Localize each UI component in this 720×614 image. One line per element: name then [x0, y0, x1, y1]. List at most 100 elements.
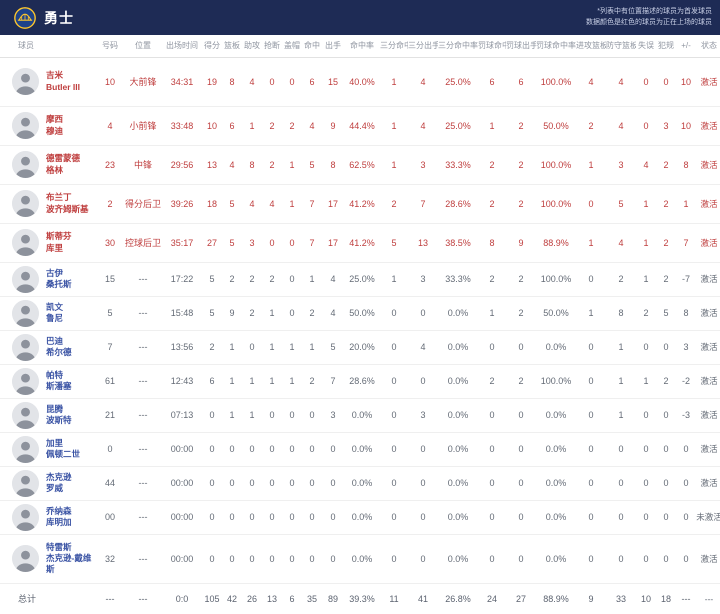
player-row: 杰克逊 罗威 44 --- 00:00 0 0 0 0 0 0 0 0.0% 0 0 0.0% 0 0 0.0% 0 0…: [0, 466, 720, 501]
stat-points: 2: [202, 330, 222, 365]
status-badge: 激活: [696, 466, 720, 501]
stat-steals: 0: [262, 432, 282, 467]
stat-fouls: 2: [656, 145, 676, 185]
player-name[interactable]: 加里 佩顿二世: [46, 437, 81, 459]
totals-ftm: 24: [486, 593, 497, 604]
stat-fta: 0: [506, 534, 536, 584]
stat-tpa: 3: [408, 145, 438, 185]
stat-rebounds: 5: [222, 184, 242, 224]
col-header-steals: 抢断: [262, 35, 282, 58]
player-row: 乔纳森 库明加 00 --- 00:00 0 0 0 0 0 0 0 0.0% 0 0 0.0% 0 0 0.0% 0…: [0, 500, 720, 535]
stat-ft-pct: 100.0%: [536, 184, 576, 224]
stat-turnovers: 0: [636, 466, 656, 501]
stat-turnovers: 1: [636, 262, 656, 297]
col-header-fta: 罚球出手: [506, 35, 536, 58]
jersey-number: 23: [96, 145, 124, 185]
stat-fga: 0: [322, 500, 344, 535]
stat-fg-pct: 0.0%: [344, 432, 380, 467]
stat-fta: 2: [506, 145, 536, 185]
totals-blocks: 6: [289, 593, 295, 604]
player-avatar: [12, 333, 39, 361]
stat-tpm: 0: [380, 466, 408, 501]
player-avatar: [12, 435, 39, 463]
legend-note-line1: *列表中有位置描述的球员为首发球员: [597, 7, 712, 15]
col-header-minutes: 出场时间: [162, 35, 202, 58]
player-name[interactable]: 凯文 鲁尼: [46, 301, 64, 323]
player-name[interactable]: 德雷蒙德 格林: [46, 153, 81, 175]
player-name[interactable]: 乔纳森 库明加: [46, 505, 72, 527]
player-avatar: [12, 265, 39, 293]
stat-fgm: 2: [302, 296, 322, 331]
status-badge: 激活: [696, 106, 720, 146]
stat-fg-pct: 0.0%: [344, 500, 380, 535]
stat-fta: 6: [506, 57, 536, 107]
player-row: 帕特 斯潘塞 61 --- 12:43 6 1 1 1 1 2 7 28.6% 0 0 0.0% 2 2 100.0…: [0, 364, 720, 399]
totals-fta: 27: [515, 593, 526, 604]
stat-fg-pct: 44.4%: [344, 106, 380, 146]
stat-points: 19: [202, 57, 222, 107]
stat-dreb: 0: [606, 500, 636, 535]
stat-turnovers: 1: [636, 364, 656, 399]
stat-blocks: 1: [282, 145, 302, 185]
stat-tp-pct: 0.0%: [438, 398, 478, 433]
stat-fta: 2: [506, 364, 536, 399]
position: 中锋: [124, 145, 162, 185]
player-name[interactable]: 帕特 斯潘塞: [46, 369, 72, 391]
stat-plus-minus: 0: [676, 432, 696, 467]
stat-fga: 9: [322, 106, 344, 146]
minutes-played: 35:17: [162, 223, 202, 263]
jersey-number: 44: [96, 466, 124, 501]
player-name[interactable]: 杰克逊 罗威: [46, 471, 72, 493]
stat-fgm: 6: [302, 57, 322, 107]
stat-ftm: 2: [478, 262, 506, 297]
jersey-number: 61: [96, 364, 124, 399]
player-avatar: [12, 544, 39, 572]
player-name[interactable]: 吉米 Butler III: [46, 70, 81, 92]
stat-fg-pct: 50.0%: [344, 296, 380, 331]
stat-oreb: 0: [576, 262, 606, 297]
stat-rebounds: 1: [222, 398, 242, 433]
totals-assists: 26: [246, 593, 257, 604]
stat-blocks: 2: [282, 106, 302, 146]
stat-fta: 0: [506, 330, 536, 365]
stat-fg-pct: 0.0%: [344, 398, 380, 433]
stat-plus-minus: 10: [676, 106, 696, 146]
minutes-played: 12:43: [162, 364, 202, 399]
position: 大前锋: [124, 57, 162, 107]
player-name[interactable]: 昆腾 波斯特: [46, 403, 72, 425]
col-header-fgm: 命中: [302, 35, 322, 58]
player-cell: 巴迪 希尔德: [0, 330, 96, 365]
col-header-tpm: 三分命中: [380, 35, 408, 58]
player-name[interactable]: 布兰丁 波齐姆斯基: [46, 192, 89, 214]
player-name[interactable]: 巴迪 希尔德: [46, 335, 72, 357]
player-name[interactable]: 摩西 穆迪: [46, 114, 64, 136]
stat-fg-pct: 62.5%: [344, 145, 380, 185]
stat-tpm: 1: [380, 262, 408, 297]
stat-blocks: 0: [282, 57, 302, 107]
player-row: 德雷蒙德 格林 23 中锋 29:56 13 4 8 2 1 5 8 62.5% 1 3 33.3% 2 2 100…: [0, 145, 720, 185]
stat-oreb: 4: [576, 57, 606, 107]
stat-plus-minus: 10: [676, 57, 696, 107]
stat-tpm: 1: [380, 145, 408, 185]
player-name[interactable]: 古伊 桑托斯: [46, 267, 72, 289]
stat-assists: 4: [242, 57, 262, 107]
jersey-number: 0: [96, 432, 124, 467]
stat-fgm: 0: [302, 466, 322, 501]
stat-fga: 8: [322, 145, 344, 185]
stat-tpa: 4: [408, 106, 438, 146]
totals-tp-pct: 26.8%: [445, 593, 471, 604]
stat-dreb: 1: [606, 398, 636, 433]
player-name[interactable]: 斯蒂芬 库里: [46, 231, 72, 253]
player-name[interactable]: 特雷斯 杰克逊-戴维斯: [46, 541, 92, 575]
stat-ftm: 1: [478, 296, 506, 331]
totals-minutes: 0:0: [175, 593, 189, 604]
position: ---: [124, 534, 162, 584]
stat-tpm: 0: [380, 330, 408, 365]
stat-rebounds: 1: [222, 364, 242, 399]
stat-rebounds: 2: [222, 262, 242, 297]
stat-tpa: 7: [408, 184, 438, 224]
stat-dreb: 1: [606, 364, 636, 399]
player-cell: 加里 佩顿二世: [0, 432, 96, 467]
minutes-played: 39:26: [162, 184, 202, 224]
stat-turnovers: 0: [636, 57, 656, 107]
